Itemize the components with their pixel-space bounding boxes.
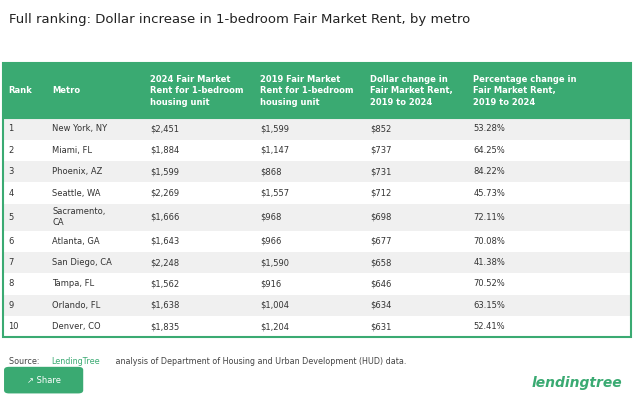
Text: $1,147: $1,147 — [260, 146, 289, 155]
Text: Orlando, FL: Orlando, FL — [53, 301, 101, 310]
Text: 3: 3 — [8, 167, 14, 176]
Text: $1,204: $1,204 — [260, 322, 289, 331]
Text: Metro: Metro — [53, 87, 81, 95]
Text: $646: $646 — [370, 279, 391, 289]
Text: 52.41%: 52.41% — [474, 322, 505, 331]
Bar — [3, 252, 631, 273]
Text: Seattle, WA: Seattle, WA — [53, 189, 101, 198]
Text: $631: $631 — [370, 322, 391, 331]
Text: $1,557: $1,557 — [260, 189, 289, 198]
Text: LendingTree: LendingTree — [51, 357, 100, 366]
Text: $1,599: $1,599 — [260, 124, 289, 133]
Text: $968: $968 — [260, 213, 281, 222]
Text: $1,599: $1,599 — [150, 167, 179, 176]
Text: 1: 1 — [8, 124, 14, 133]
Text: Percentage change in
Fair Market Rent,
2019 to 2024: Percentage change in Fair Market Rent, 2… — [474, 75, 577, 107]
Text: $1,562: $1,562 — [150, 279, 179, 289]
Text: 72.11%: 72.11% — [474, 213, 505, 222]
Text: 8: 8 — [8, 279, 14, 289]
Bar — [3, 64, 631, 118]
Text: 41.38%: 41.38% — [474, 258, 505, 267]
Text: $677: $677 — [370, 237, 391, 246]
Text: lendingtree: lendingtree — [531, 376, 622, 390]
Bar — [3, 161, 631, 182]
Text: $658: $658 — [370, 258, 391, 267]
Text: 2: 2 — [8, 146, 14, 155]
Text: $2,451: $2,451 — [150, 124, 179, 133]
Text: Atlanta, GA: Atlanta, GA — [53, 237, 100, 246]
Bar — [3, 204, 631, 231]
Text: Denver, CO: Denver, CO — [53, 322, 101, 331]
Text: $1,643: $1,643 — [150, 237, 179, 246]
Text: 2019 Fair Market
Rent for 1-bedroom
housing unit: 2019 Fair Market Rent for 1-bedroom hous… — [260, 75, 353, 107]
Text: Phoenix, AZ: Phoenix, AZ — [53, 167, 103, 176]
Text: 63.15%: 63.15% — [474, 301, 505, 310]
Text: Sacramento,
CA: Sacramento, CA — [53, 207, 106, 227]
Bar — [3, 64, 631, 337]
Text: San Diego, CA: San Diego, CA — [53, 258, 112, 267]
Text: $868: $868 — [260, 167, 281, 176]
Text: $966: $966 — [260, 237, 281, 246]
Text: $852: $852 — [370, 124, 391, 133]
Text: 70.08%: 70.08% — [474, 237, 505, 246]
Text: $712: $712 — [370, 189, 391, 198]
Text: ↗ Share: ↗ Share — [27, 376, 61, 385]
Text: $2,269: $2,269 — [150, 189, 179, 198]
Text: © Lending Tree: © Lending Tree — [9, 381, 65, 388]
Text: 64.25%: 64.25% — [474, 146, 505, 155]
Text: Dollar change in
Fair Market Rent,
2019 to 2024: Dollar change in Fair Market Rent, 2019 … — [370, 75, 453, 107]
Text: 84.22%: 84.22% — [474, 167, 505, 176]
Text: 10: 10 — [8, 322, 19, 331]
Text: Full ranking: Dollar increase in 1-bedroom Fair Market Rent, by metro: Full ranking: Dollar increase in 1-bedro… — [9, 13, 470, 25]
Text: $1,590: $1,590 — [260, 258, 289, 267]
Text: $1,638: $1,638 — [150, 301, 179, 310]
Text: $737: $737 — [370, 146, 391, 155]
Bar — [3, 295, 631, 316]
Text: Rank: Rank — [8, 87, 32, 95]
Bar — [3, 182, 631, 204]
Text: Miami, FL: Miami, FL — [53, 146, 93, 155]
Text: 45.73%: 45.73% — [474, 189, 505, 198]
Text: 9: 9 — [8, 301, 14, 310]
Bar — [3, 316, 631, 337]
Text: 4: 4 — [8, 189, 14, 198]
Text: $634: $634 — [370, 301, 391, 310]
Bar — [3, 273, 631, 295]
Bar — [3, 231, 631, 252]
Text: 6: 6 — [8, 237, 14, 246]
Text: $1,004: $1,004 — [260, 301, 289, 310]
FancyBboxPatch shape — [4, 367, 83, 393]
Text: 2024 Fair Market
Rent for 1-bedroom
housing unit: 2024 Fair Market Rent for 1-bedroom hous… — [150, 75, 243, 107]
Text: 5: 5 — [8, 213, 14, 222]
Text: $1,835: $1,835 — [150, 322, 179, 331]
Text: $1,884: $1,884 — [150, 146, 179, 155]
Text: Source:: Source: — [9, 357, 42, 366]
Text: $916: $916 — [260, 279, 281, 289]
Text: 70.52%: 70.52% — [474, 279, 505, 289]
Text: $1,666: $1,666 — [150, 213, 179, 222]
Text: 7: 7 — [8, 258, 14, 267]
Text: New York, NY: New York, NY — [53, 124, 108, 133]
Text: analysis of Department of Housing and Urban Development (HUD) data.: analysis of Department of Housing and Ur… — [113, 357, 407, 366]
Text: Tampa, FL: Tampa, FL — [53, 279, 94, 289]
Text: $2,248: $2,248 — [150, 258, 179, 267]
Text: $731: $731 — [370, 167, 391, 176]
Text: 53.28%: 53.28% — [474, 124, 505, 133]
Text: $698: $698 — [370, 213, 391, 222]
Bar — [3, 140, 631, 161]
Bar — [3, 118, 631, 140]
